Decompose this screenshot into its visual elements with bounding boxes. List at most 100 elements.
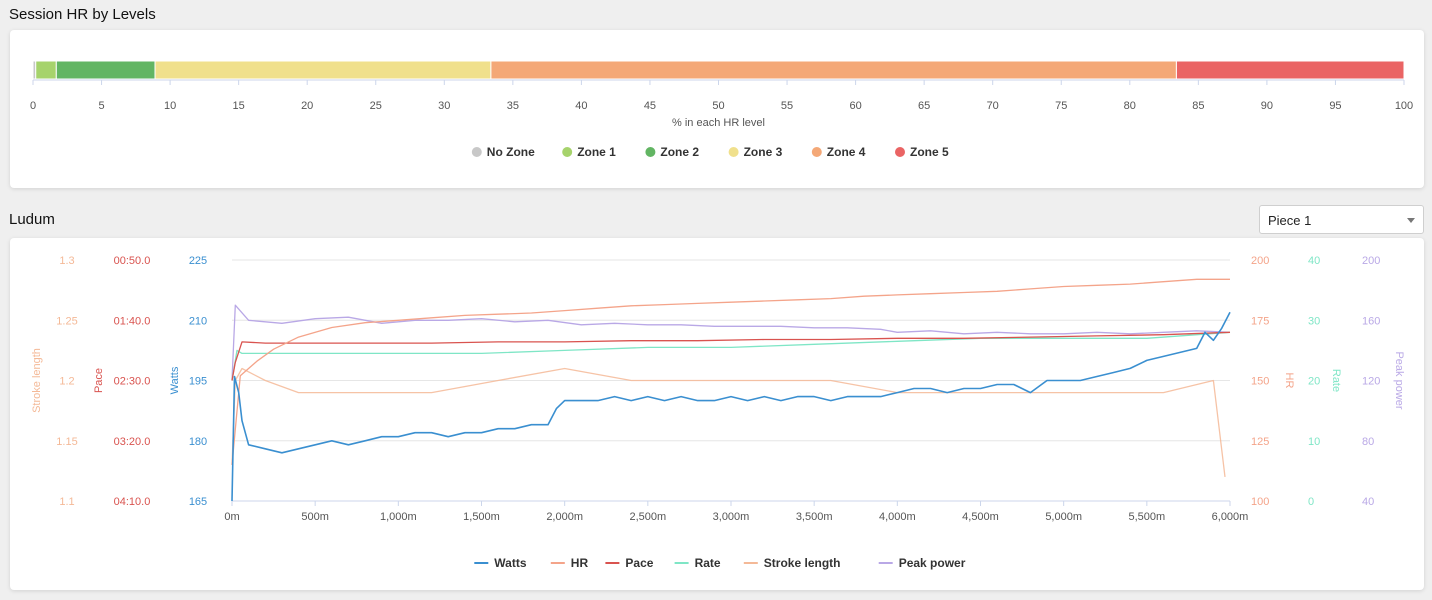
series-line-rate xyxy=(231,331,1231,381)
hr-x-tick-label: 30 xyxy=(438,100,450,112)
axis-stroke-length-tick: 1.2 xyxy=(59,376,74,388)
hr-legend-item[interactable]: No Zone xyxy=(471,145,535,159)
ludum-x-tick-label: 3,500m xyxy=(796,511,833,523)
hr-x-tick-label: 20 xyxy=(301,100,313,112)
ludum-chart: 0m 500m 1,000m 1,500m 2,000m 2,500m 3,000m 3,50… xyxy=(31,255,1405,570)
ludum-legend-item[interactable]: HR xyxy=(550,556,589,570)
hr-legend-item[interactable]: Zone 1 xyxy=(562,145,616,159)
hr-x-tick-label: 75 xyxy=(1055,100,1067,112)
ludum-legend-label: Pace xyxy=(625,556,653,570)
axis-stroke-length-tick: 1.1 xyxy=(59,496,74,508)
hr-x-tick-label: 65 xyxy=(918,100,930,112)
ludum-legend-label: Peak power xyxy=(899,556,966,570)
hr-legend-label: Zone 3 xyxy=(744,145,783,159)
ludum-x-tick-label: 1,500m xyxy=(463,511,500,523)
axis-hr-tick: 100 xyxy=(1251,496,1269,508)
axis-stroke-length-tick: 1.15 xyxy=(56,436,77,448)
hr-x-tick-label: 100 xyxy=(1395,100,1413,112)
hr-x-tick-label: 45 xyxy=(644,100,656,112)
hr-x-tick-label: 60 xyxy=(849,100,861,112)
hr-legend-swatch xyxy=(728,147,739,157)
axis-peak-power-tick: 80 xyxy=(1362,436,1374,448)
hr-bar-zone-4 xyxy=(490,60,1177,80)
hr-legend-label: No Zone xyxy=(487,145,535,159)
axis-pace-tick: 01:40.0 xyxy=(114,315,151,327)
axis-watts-tick: 180 xyxy=(189,436,207,448)
axis-hr-tick: 150 xyxy=(1251,376,1269,388)
hr-bar-zone-1 xyxy=(35,60,57,80)
ludum-legend-item[interactable]: Pace xyxy=(605,556,654,570)
ludum-card: 0m 500m 1,000m 1,500m 2,000m 2,500m 3,000m 3,50… xyxy=(10,238,1424,590)
ludum-legend-item[interactable]: Rate xyxy=(674,556,721,570)
axis-peak-power-tick: 160 xyxy=(1362,315,1380,327)
series-line-pace xyxy=(231,331,1231,381)
axis-peak-power-tick: 120 xyxy=(1362,376,1380,388)
axis-pace-title: Pace xyxy=(93,368,105,393)
axis-hr-tick: 200 xyxy=(1251,255,1269,267)
axis-watts-tick: 210 xyxy=(189,315,207,327)
axis-rate-title: Rate xyxy=(1330,369,1342,392)
axis-watts-tick: 225 xyxy=(189,255,207,267)
hr-x-tick-label: 0 xyxy=(30,100,36,112)
hr-x-tick-label: 40 xyxy=(575,100,587,112)
axis-watts-title: Watts xyxy=(169,366,181,394)
ludum-section-title: Ludum xyxy=(9,211,55,228)
hr-legend-label: Zone 5 xyxy=(910,145,949,159)
hr-legend-item[interactable]: Zone 5 xyxy=(895,145,949,159)
hr-legend-swatch xyxy=(811,147,822,157)
ludum-legend-item[interactable]: Stroke length xyxy=(743,556,841,570)
ludum-x-tick-label: 4,500m xyxy=(962,511,999,523)
axis-rate-tick: 0 xyxy=(1308,496,1314,508)
hr-bar-zone-3 xyxy=(154,60,492,80)
hr-x-tick-label: 90 xyxy=(1261,100,1273,112)
hr-x-tick-label: 80 xyxy=(1124,100,1136,112)
ludum-x-tick-label: 5,500m xyxy=(1128,511,1165,523)
ludum-legend-label: Watts xyxy=(494,556,527,570)
hr-legend-item[interactable]: Zone 2 xyxy=(645,145,699,159)
hr-legend-label: Zone 1 xyxy=(577,145,616,159)
axis-pace-tick: 04:10.0 xyxy=(114,496,151,508)
hr-x-tick-label: 50 xyxy=(712,100,724,112)
axis-watts-tick: 195 xyxy=(189,376,207,388)
axis-stroke-length-title: Stroke length xyxy=(31,348,43,413)
hr-x-tick-label: 70 xyxy=(987,100,999,112)
hr-levels-chart: 0 5 10 15 20 25 30 35 40 45 50 55 60 65 70 75 80 85 90 95 10… xyxy=(30,60,1413,159)
axis-peak-power-tick: 200 xyxy=(1362,255,1380,267)
axis-rate-tick: 20 xyxy=(1308,376,1320,388)
hr-bar-zone-2 xyxy=(55,60,156,80)
piece-select-value: Piece 1 xyxy=(1268,213,1312,228)
series-line-watts xyxy=(231,311,1231,502)
chevron-down-icon xyxy=(1407,218,1415,223)
ludum-legend-item[interactable]: Watts xyxy=(474,556,527,570)
axis-hr-tick: 175 xyxy=(1251,315,1269,327)
axis-hr-title: HR xyxy=(1283,373,1295,389)
axis-rate-tick: 40 xyxy=(1308,255,1320,267)
hr-legend-swatch xyxy=(645,147,656,157)
hr-x-tick-label: 5 xyxy=(98,100,104,112)
hr-legend-swatch xyxy=(471,147,482,157)
hr-bar-zone-5 xyxy=(1175,60,1405,80)
hr-x-tick-label: 55 xyxy=(781,100,793,112)
hr-legend-swatch xyxy=(895,147,905,157)
hr-x-tick-label: 10 xyxy=(164,100,176,112)
axis-rate-tick: 30 xyxy=(1308,315,1320,327)
axis-peak-power-title: Peak power xyxy=(1393,351,1405,409)
axis-watts-tick: 165 xyxy=(189,496,207,508)
series-line-peak-power xyxy=(231,304,1231,381)
ludum-x-tick-label: 5,000m xyxy=(1045,511,1082,523)
hr-legend-item[interactable]: Zone 4 xyxy=(811,145,866,159)
ludum-legend-item[interactable]: Peak power xyxy=(878,556,966,570)
hr-legend-item[interactable]: Zone 3 xyxy=(728,145,783,159)
piece-select[interactable]: Piece 1 xyxy=(1259,205,1424,234)
axis-pace-tick: 00:50.0 xyxy=(114,255,151,267)
ludum-x-tick-label: 0m xyxy=(224,511,239,523)
hr-levels-card: 0 5 10 15 20 25 30 35 40 45 50 55 60 65 70 75 80 85 90 95 10… xyxy=(10,30,1424,188)
axis-pace-tick: 03:20.0 xyxy=(114,436,151,448)
axis-stroke-length-tick: 1.3 xyxy=(59,255,74,267)
axis-rate-tick: 10 xyxy=(1308,436,1320,448)
hr-x-tick-label: 85 xyxy=(1192,100,1204,112)
hr-section-title: Session HR by Levels xyxy=(9,6,156,23)
ludum-x-tick-label: 2,500m xyxy=(629,511,666,523)
axis-hr-tick: 125 xyxy=(1251,436,1269,448)
ludum-x-tick-label: 3,000m xyxy=(713,511,750,523)
